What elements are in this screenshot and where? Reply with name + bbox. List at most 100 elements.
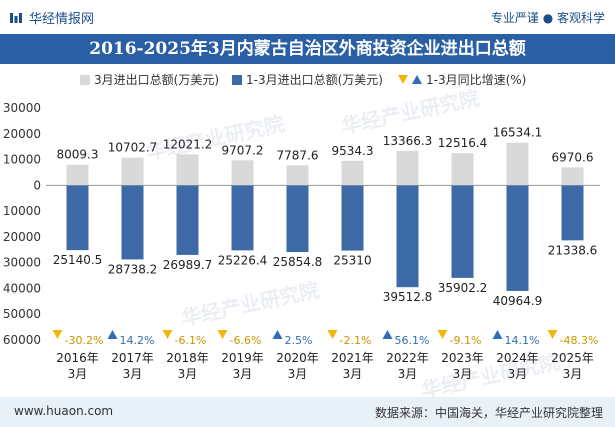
bar-cumulative (231, 185, 254, 251)
footer-source: 数据来源：中国海关，华经产业研究院整理 (374, 406, 603, 420)
bar-monthly (231, 160, 254, 186)
brand-name: 华经情报网 (29, 12, 95, 27)
footer-site-link[interactable]: www.huaon.com (14, 404, 114, 418)
x-tick-label: 3月 (343, 367, 363, 381)
data-label-monthly: 8009.3 (57, 148, 99, 162)
growth-label: 14.2% (120, 334, 155, 347)
data-label-cumulative: 21338.6 (548, 243, 598, 257)
data-label-cumulative: 39512.8 (383, 290, 433, 304)
growth-label: 14.1% (505, 334, 540, 347)
growth-label: -30.2% (65, 334, 104, 347)
growth-label: -9.1% (450, 334, 482, 347)
legend-triangle-down-icon (398, 75, 408, 84)
legend-item-cumulative[interactable]: 1-3月进出口总额(万美元) (232, 71, 383, 88)
data-label-monthly: 13366.3 (383, 134, 433, 148)
growth-label: 56.1% (395, 334, 430, 347)
data-label-monthly: 6970.6 (552, 150, 594, 164)
x-tick-label: 3月 (233, 367, 253, 381)
bar-monthly (561, 167, 584, 186)
data-label-monthly: 9707.2 (222, 143, 264, 157)
data-label-monthly: 10702.7 (108, 141, 158, 155)
y-tick-label: 0 (33, 178, 41, 192)
growth-label: -6.1% (175, 334, 207, 347)
y-tick-label: 50000 (3, 307, 41, 321)
chart-canvas: 30000 20000 10000 0 10000 20000 30000 40000 5000… (3, 101, 600, 381)
x-tick-label: 3月 (453, 367, 473, 381)
x-tick-label: 2018年 (166, 351, 209, 365)
bar-cumulative (506, 185, 529, 291)
slogan: 专业严谨 ● 客观科学 (490, 11, 605, 25)
y-tick-label: 30000 (3, 256, 41, 270)
y-tick-label: 20000 (3, 230, 41, 244)
legend-item-growth[interactable]: 1-3月同比增速(%) (398, 71, 526, 88)
bar-cumulative (396, 185, 419, 288)
x-tick-label: 3月 (508, 367, 528, 381)
legend-swatch-monthly (80, 74, 90, 85)
growth-down-marker (327, 330, 338, 339)
data-label-cumulative: 25854.8 (273, 255, 323, 269)
growth-down-marker (547, 330, 558, 339)
x-tick-label: 3月 (563, 367, 583, 381)
legend-label-growth: 1-3月同比增速(%) (426, 73, 527, 87)
legend-item-monthly[interactable]: 3月进出口总额(万美元) (80, 71, 219, 88)
x-tick-label: 3月 (178, 367, 198, 381)
chart-title: 2016-2025年3月内蒙古自治区外商投资企业进出口总额 (0, 34, 615, 64)
growth-label: 2.5% (285, 334, 313, 347)
x-tick-label: 2020年 (276, 351, 319, 365)
legend-swatch-cumulative (232, 74, 242, 85)
growth-up-marker (272, 330, 283, 339)
data-label-cumulative: 40964.9 (493, 294, 543, 308)
brand-logo-icon (10, 12, 22, 23)
growth-label: -2.1% (340, 334, 372, 347)
x-tick-label: 3月 (288, 367, 308, 381)
growth-label: -6.6% (230, 334, 262, 347)
y-tick-label: 10000 (3, 153, 41, 167)
x-tick-label: 2023年 (441, 351, 484, 365)
data-label-monthly: 12021.2 (163, 137, 213, 151)
x-tick-label: 2022年 (386, 351, 429, 365)
legend-label-monthly: 3月进出口总额(万美元) (94, 73, 219, 87)
bar-cumulative (286, 185, 309, 252)
growth-up-marker (492, 330, 503, 339)
bar-monthly (396, 150, 419, 186)
growth-up-marker (382, 330, 393, 339)
x-tick-label: 2025年 (551, 351, 594, 365)
bar-monthly (66, 164, 89, 186)
bar-cumulative (451, 185, 474, 278)
bar-cumulative (176, 185, 199, 255)
data-label-monthly: 16534.1 (493, 126, 543, 140)
x-tick-label: 3月 (68, 367, 88, 381)
data-label-cumulative: 26989.7 (163, 258, 213, 272)
x-tick-label: 2017年 (111, 351, 154, 365)
x-tick-label: 2016年 (56, 351, 99, 365)
bar-cumulative (341, 185, 364, 251)
x-tick-label: 2021年 (331, 351, 374, 365)
y-tick-label: 40000 (3, 281, 41, 295)
bar-cumulative (66, 185, 89, 251)
growth-down-marker (217, 330, 228, 339)
bar-cumulative (121, 185, 144, 260)
bar-monthly (121, 157, 144, 186)
bar-monthly (176, 154, 199, 186)
growth-down-marker (52, 330, 63, 339)
data-label-monthly: 12516.4 (438, 136, 488, 150)
data-label-cumulative: 25140.5 (53, 253, 103, 267)
growth-down-marker (162, 330, 173, 339)
x-tick-label: 2019年 (221, 351, 264, 365)
legend-label-cumulative: 1-3月进出口总额(万美元) (246, 73, 383, 87)
bar-monthly (341, 160, 364, 186)
y-tick-label: 30000 (3, 101, 41, 115)
growth-up-marker (107, 330, 118, 339)
x-tick-label: 3月 (398, 367, 418, 381)
footer: www.huaon.com 数据来源：中国海关，华经产业研究院整理 (0, 397, 615, 427)
data-label-cumulative: 25310 (333, 254, 371, 268)
bar-monthly (506, 142, 529, 186)
data-label-monthly: 9534.3 (332, 144, 374, 158)
bar-cumulative (561, 185, 584, 241)
data-label-cumulative: 35902.2 (438, 281, 488, 295)
brand[interactable]: 华经情报网 (9, 8, 94, 27)
x-tick-label: 2024年 (496, 351, 539, 365)
y-tick-label: 20000 (3, 127, 41, 141)
data-label-cumulative: 25226.4 (218, 253, 268, 267)
bar-monthly (451, 153, 474, 186)
